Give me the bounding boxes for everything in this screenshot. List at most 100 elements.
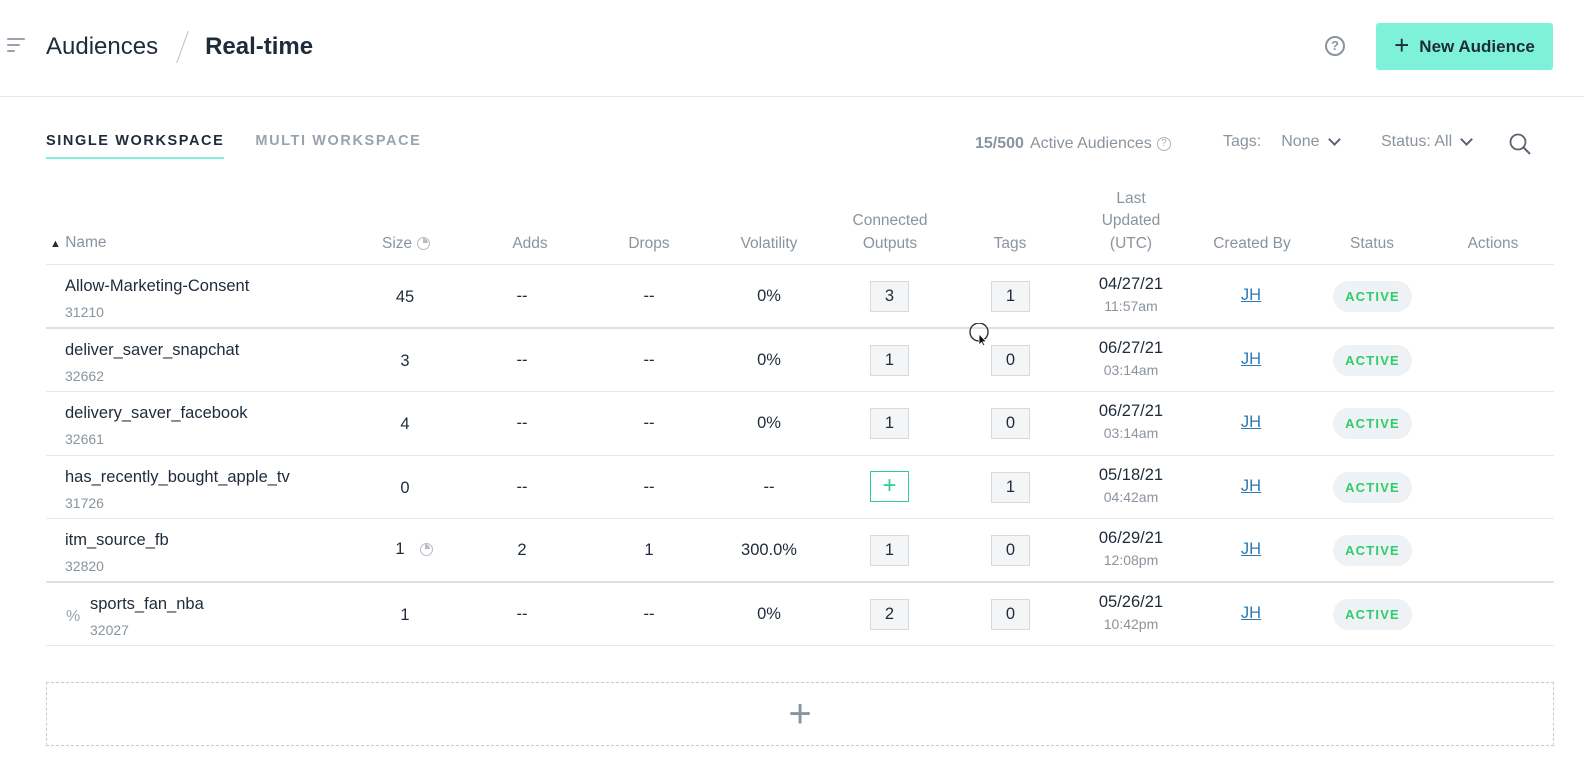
last-updated-time: 10:42pm bbox=[1103, 615, 1159, 632]
drops-cell: -- bbox=[643, 287, 655, 305]
table-row[interactable]: delivery_saver_facebook 32661 4 -- -- 0% 1 0 06/… bbox=[46, 392, 1554, 456]
tags-filter-value: None bbox=[1281, 133, 1320, 150]
last-updated: 05/18/21 04:42am bbox=[1081, 466, 1181, 505]
audience-name[interactable]: delivery_saver_facebook bbox=[65, 404, 248, 422]
audience-name[interactable]: sports_fan_nba bbox=[90, 594, 204, 613]
page-header: Audiences Real-time ? + New Audience bbox=[0, 0, 1584, 97]
last-updated: 06/29/21 12:08pm bbox=[1081, 529, 1181, 568]
tags-count[interactable]: 0 bbox=[991, 598, 1030, 630]
status-badge: ACTIVE bbox=[1333, 281, 1412, 312]
new-audience-label: New Audience bbox=[1419, 36, 1535, 56]
sort-asc-icon: ▲ bbox=[50, 237, 61, 250]
page-title: Real-time bbox=[205, 33, 314, 60]
tags-filter-label: Tags: bbox=[1223, 133, 1262, 150]
tab-single-workspace[interactable]: SINGLE WORKSPACE bbox=[46, 133, 225, 159]
search-icon[interactable] bbox=[1509, 133, 1531, 155]
drops-cell: -- bbox=[643, 350, 655, 369]
created-by-link[interactable]: JH bbox=[1240, 349, 1262, 368]
last-updated-date: 06/27/21 bbox=[1098, 402, 1164, 420]
tags-count[interactable]: 0 bbox=[991, 408, 1030, 439]
size-cell: 45 bbox=[395, 288, 415, 306]
audience-id: 31210 bbox=[65, 304, 104, 320]
drops-cell: -- bbox=[643, 414, 655, 432]
connected-outputs-count[interactable]: 2 bbox=[870, 598, 909, 630]
tab-multi-workspace[interactable]: MULTI WORKSPACE bbox=[255, 133, 422, 149]
active-count-label: Active Audiences bbox=[1029, 135, 1152, 152]
table-body: Allow-Marketing-Consent 31210 45 -- -- 0% 3 1 04… bbox=[46, 265, 1554, 646]
column-name[interactable]: ▲ Name bbox=[50, 233, 107, 251]
connected-outputs-count[interactable]: 1 bbox=[870, 408, 909, 439]
tags-filter[interactable]: Tags: None bbox=[1223, 132, 1341, 151]
last-updated: 05/26/21 10:42pm bbox=[1081, 593, 1181, 632]
help-icon[interactable]: ? bbox=[1325, 36, 1345, 56]
table-row[interactable]: % sports_fan_nba 32027 1 -- -- 0% 2 0 05/26/21 10:… bbox=[46, 583, 1554, 646]
last-updated-date: 04/27/21 bbox=[1098, 275, 1164, 293]
connected-outputs-count[interactable]: 1 bbox=[870, 344, 909, 376]
audience-name[interactable]: Allow-Marketing-Consent bbox=[65, 277, 250, 295]
size-cell: 0 bbox=[400, 478, 410, 497]
last-updated: 04/27/21 11:57am bbox=[1081, 275, 1181, 314]
table-row[interactable]: has_recently_bought_apple_tv 31726 0 -- -- --… bbox=[46, 456, 1554, 519]
column-tags: Tags bbox=[993, 234, 1027, 252]
audience-name[interactable]: itm_source_fb bbox=[65, 531, 169, 549]
created-by-link[interactable]: JH bbox=[1240, 286, 1262, 304]
tags-count[interactable]: 0 bbox=[991, 344, 1030, 376]
table-row[interactable]: Allow-Marketing-Consent 31210 45 -- -- 0% 3 1 04… bbox=[46, 265, 1554, 329]
workspace-tabs: SINGLE WORKSPACE MULTI WORKSPACE bbox=[46, 133, 421, 159]
tags-count[interactable]: 1 bbox=[991, 471, 1030, 503]
volatility-cell: 300.0% bbox=[741, 541, 797, 559]
drops-cell: -- bbox=[643, 604, 655, 623]
breadcrumb-audiences[interactable]: Audiences bbox=[46, 33, 159, 60]
connected-outputs-count[interactable]: 3 bbox=[870, 281, 909, 312]
audience-id: 32820 bbox=[65, 558, 104, 574]
add-output-button[interactable]: + bbox=[870, 470, 909, 502]
table-row[interactable]: deliver_saver_snapchat 32662 3 -- -- 0% 1 0 06/2… bbox=[46, 329, 1554, 392]
audience-id: 32661 bbox=[65, 431, 104, 447]
status-filter-label: Status: All bbox=[1381, 133, 1453, 150]
last-updated-time: 04:42am bbox=[1103, 488, 1159, 505]
active-count: 15/500 bbox=[975, 135, 1024, 152]
column-size: Size bbox=[382, 233, 431, 256]
audience-name[interactable]: has_recently_bought_apple_tv bbox=[65, 467, 290, 486]
last-updated-time: 11:57am bbox=[1104, 298, 1158, 314]
status-filter[interactable]: Status: All bbox=[1381, 132, 1474, 151]
info-icon[interactable]: ? bbox=[1156, 137, 1171, 151]
size-cell: 3 bbox=[400, 351, 410, 370]
created-by-link[interactable]: JH bbox=[1240, 603, 1262, 622]
audiences-table: ▲ Name Size Adds Drops Volatility Connec… bbox=[46, 185, 1554, 646]
new-audience-button[interactable]: + New Audience bbox=[1376, 23, 1553, 70]
column-adds: Adds bbox=[512, 234, 548, 252]
last-updated-date: 06/29/21 bbox=[1098, 529, 1164, 547]
last-updated-time: 03:14am bbox=[1103, 361, 1159, 378]
plus-icon: + bbox=[788, 692, 812, 736]
chevron-down-icon bbox=[1460, 132, 1474, 146]
created-by-link[interactable]: JH bbox=[1240, 540, 1262, 558]
created-by-link[interactable]: JH bbox=[1240, 476, 1262, 495]
audience-name[interactable]: deliver_saver_snapchat bbox=[65, 340, 240, 359]
column-created-by: Created By bbox=[1213, 234, 1291, 252]
menu-icon[interactable] bbox=[7, 38, 25, 52]
connected-outputs-count[interactable]: 1 bbox=[870, 535, 909, 566]
last-updated-time: 03:14am bbox=[1103, 425, 1159, 441]
adds-cell: -- bbox=[516, 287, 528, 305]
last-updated-date: 05/26/21 bbox=[1098, 592, 1164, 611]
last-updated-date: 05/18/21 bbox=[1098, 465, 1164, 484]
audience-id: 32662 bbox=[65, 367, 104, 384]
adds-cell: 2 bbox=[517, 541, 527, 559]
column-last-updated: Last Updated (UTC) bbox=[1101, 189, 1161, 252]
table-row[interactable]: itm_source_fb 32820 1 2 1 300.0% 1 0 06/29/21 12:… bbox=[46, 519, 1554, 583]
drops-cell: 1 bbox=[644, 541, 654, 559]
tags-count[interactable]: 0 bbox=[991, 535, 1030, 566]
plus-icon: + bbox=[1394, 30, 1410, 60]
breadcrumb-separator bbox=[176, 30, 189, 64]
tags-count[interactable]: 1 bbox=[991, 281, 1030, 312]
size-cell: 4 bbox=[400, 415, 410, 433]
size-cell: 1 bbox=[400, 605, 410, 624]
column-volatility: Volatility bbox=[740, 234, 798, 252]
status-badge: ACTIVE bbox=[1333, 408, 1412, 439]
created-by-link[interactable]: JH bbox=[1240, 413, 1262, 431]
active-audiences-count: 15/500 Active Audiences ? bbox=[975, 133, 1171, 155]
last-updated: 06/27/21 03:14am bbox=[1081, 339, 1181, 378]
add-audience-row[interactable]: + bbox=[46, 682, 1554, 746]
status-badge: ACTIVE bbox=[1333, 535, 1412, 566]
